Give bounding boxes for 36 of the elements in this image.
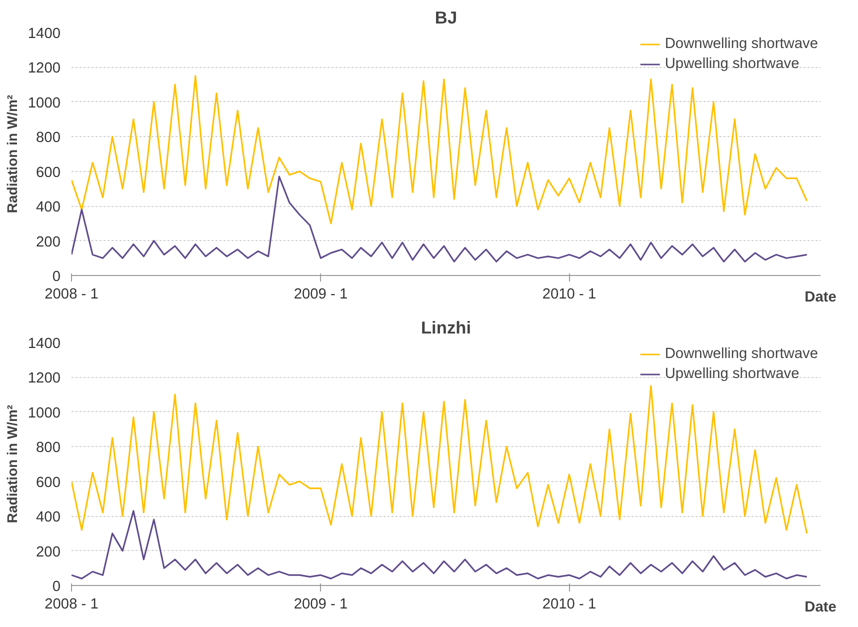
y-tick-label: 0 bbox=[52, 269, 61, 285]
y-tick-label: 1000 bbox=[28, 405, 61, 422]
x-tick-label: 2010 - 1 bbox=[542, 286, 596, 302]
legend-label: Upwelling shortwave bbox=[664, 366, 800, 382]
y-tick-label: 800 bbox=[36, 440, 61, 456]
y-tick-label: 400 bbox=[36, 510, 61, 526]
legend-label: Downwelling shortwave bbox=[664, 36, 818, 52]
x-tick-label: 2010 - 1 bbox=[542, 596, 596, 612]
x-axis-title: Date bbox=[804, 600, 836, 616]
y-tick-label: 1400 bbox=[28, 26, 61, 42]
y-axis-title: Radiation in W/m² bbox=[4, 94, 20, 214]
x-axis-title: Date bbox=[804, 290, 836, 306]
chart-title: BJ bbox=[434, 8, 458, 28]
x-tick-label: 2009 - 1 bbox=[294, 286, 348, 302]
y-tick-label: 1200 bbox=[28, 60, 61, 77]
y-tick-label: 600 bbox=[36, 164, 61, 181]
y-tick-label: 200 bbox=[36, 234, 61, 250]
line-series bbox=[72, 385, 808, 534]
y-tick-label: 600 bbox=[36, 474, 61, 491]
y-tick-label: 800 bbox=[36, 130, 61, 146]
y-tick-label: 400 bbox=[36, 200, 61, 216]
x-tick-label: 2009 - 1 bbox=[294, 596, 348, 612]
y-tick-label: 1200 bbox=[28, 370, 61, 387]
x-tick-label: 2008 - 1 bbox=[44, 286, 98, 302]
line-series bbox=[72, 75, 808, 224]
y-tick-label: 1400 bbox=[28, 336, 61, 352]
y-tick-label: 200 bbox=[36, 544, 61, 560]
x-tick-label: 2008 - 1 bbox=[44, 596, 98, 612]
legend-label: Downwelling shortwave bbox=[664, 346, 818, 362]
legend-label: Upwelling shortwave bbox=[664, 56, 800, 72]
chart-title: Linzhi bbox=[420, 318, 472, 338]
y-tick-label: 0 bbox=[52, 579, 61, 595]
y-tick-label: 1000 bbox=[28, 95, 61, 112]
y-axis-title: Radiation in W/m² bbox=[4, 404, 20, 524]
line-series bbox=[72, 176, 808, 262]
line-series bbox=[72, 510, 808, 580]
